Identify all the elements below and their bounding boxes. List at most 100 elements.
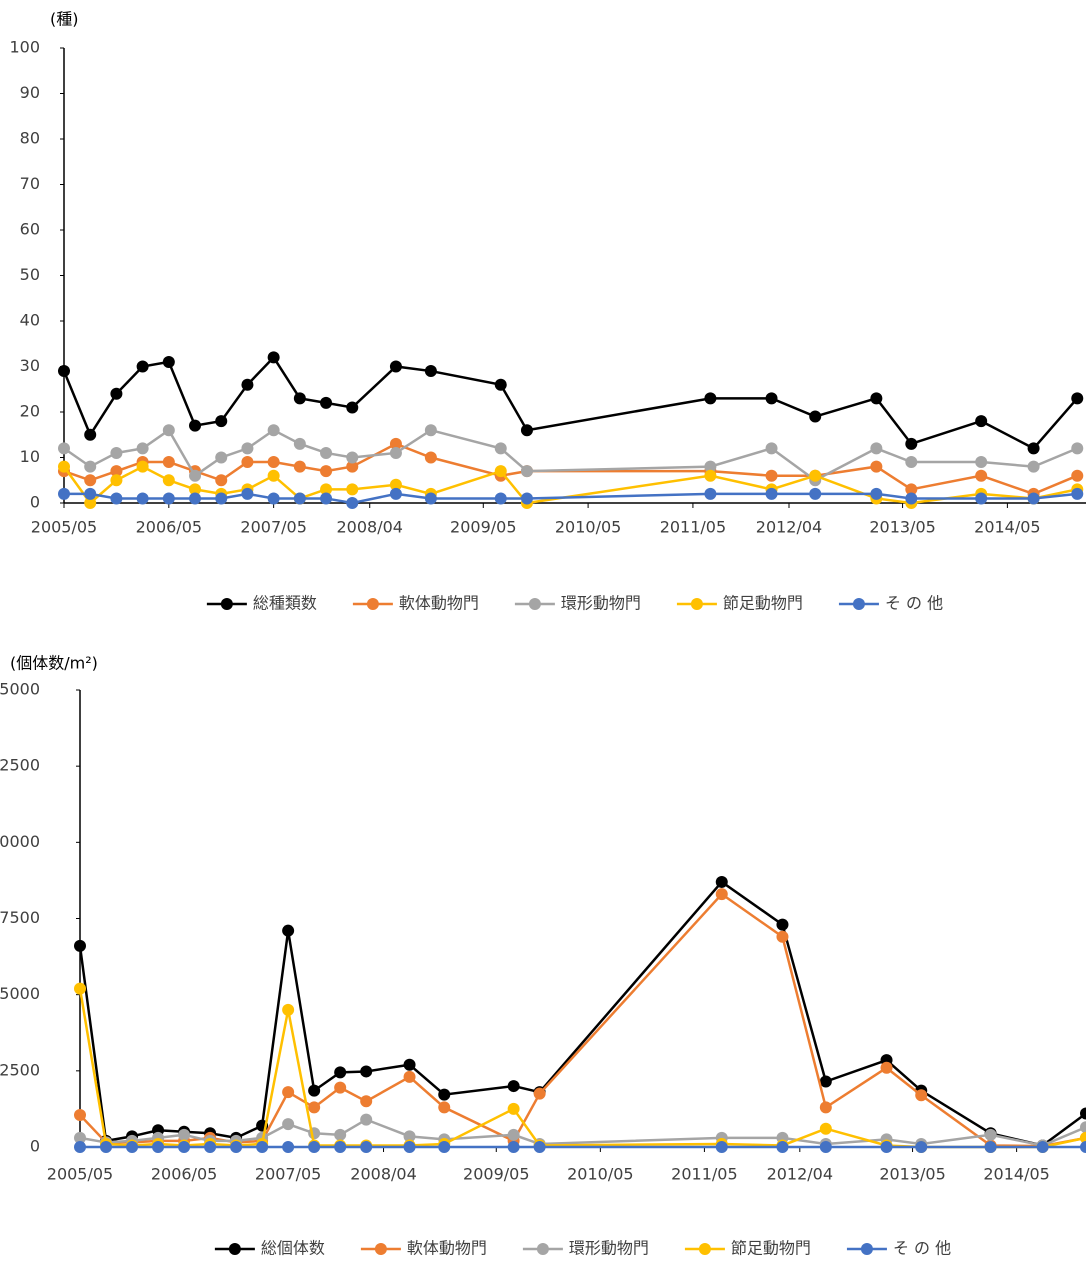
data-point: [533, 1087, 546, 1100]
data-point: [389, 360, 402, 373]
data-point: [110, 387, 123, 400]
x-tick-label: 2012/04: [756, 518, 822, 537]
data-point: [424, 424, 437, 437]
x-tick-label: 2012/04: [767, 1165, 833, 1184]
legend-label: 総種類数: [253, 594, 317, 613]
data-point: [267, 351, 280, 364]
legend-marker: [228, 1243, 241, 1255]
y-tick-label: 30: [20, 356, 40, 375]
data-point: [1080, 1107, 1086, 1120]
legend-label: 節足動物門: [723, 594, 803, 613]
data-point: [715, 888, 728, 901]
data-point: [520, 492, 533, 505]
y-axis-title: (個体数/m²): [10, 654, 98, 673]
data-point: [915, 1089, 928, 1102]
data-point: [507, 1102, 520, 1115]
data-point: [776, 930, 789, 943]
data-point: [293, 392, 306, 405]
data-point: [308, 1101, 321, 1114]
data-point: [389, 446, 402, 459]
data-point: [520, 424, 533, 437]
data-point: [360, 1095, 373, 1108]
data-point: [1080, 1141, 1086, 1153]
x-tick-label: 2009/05: [450, 518, 516, 537]
legend-label: そ の 他: [885, 594, 943, 613]
data-point: [162, 424, 175, 437]
y-tick-label: 10000: [0, 832, 40, 851]
data-point: [241, 378, 254, 391]
data-point: [905, 437, 918, 450]
data-point: [215, 415, 228, 428]
data-point: [334, 1066, 347, 1079]
data-point: [1071, 487, 1084, 500]
data-point: [1071, 442, 1084, 455]
data-point: [308, 1084, 321, 1097]
x-tick-label: 2006/05: [151, 1165, 217, 1184]
data-point: [403, 1070, 416, 1083]
data-point: [100, 1141, 113, 1153]
data-point: [241, 487, 254, 500]
data-point: [819, 1101, 832, 1114]
data-point: [389, 487, 402, 500]
data-point: [346, 451, 359, 464]
y-tick-label: 80: [20, 129, 40, 148]
data-point: [494, 442, 507, 455]
series-line: [62, 355, 1079, 450]
data-point: [765, 392, 778, 405]
data-point: [494, 378, 507, 391]
data-point: [507, 1128, 520, 1141]
x-tick-label: 2009/05: [463, 1165, 529, 1184]
data-point: [704, 460, 717, 473]
data-point: [282, 924, 295, 937]
data-point: [507, 1141, 520, 1153]
data-point: [241, 442, 254, 455]
data-point: [1071, 392, 1084, 405]
data-point: [984, 1128, 997, 1141]
x-tick-label: 2008/04: [350, 1165, 416, 1184]
data-point: [424, 492, 437, 505]
data-point: [870, 487, 883, 500]
data-point: [494, 465, 507, 478]
data-point: [809, 410, 822, 423]
data-point: [84, 497, 97, 509]
data-point: [438, 1101, 451, 1114]
data-point: [704, 487, 717, 500]
data-point: [819, 1075, 832, 1088]
data-point: [975, 456, 988, 469]
data-point: [320, 492, 333, 505]
data-point: [189, 419, 202, 432]
legend-marker: [220, 598, 233, 610]
x-tick-label: 2005/05: [31, 518, 97, 537]
data-point: [58, 487, 70, 500]
y-axis-title: (種): [50, 10, 79, 29]
data-point: [215, 474, 228, 487]
data-point: [84, 460, 97, 473]
data-point: [1027, 460, 1040, 473]
data-point: [136, 442, 149, 455]
data-point: [162, 456, 175, 469]
x-tick-label: 2007/05: [255, 1165, 321, 1184]
data-point: [1027, 492, 1040, 505]
data-point: [905, 483, 918, 496]
data-point: [126, 1141, 139, 1153]
data-point: [346, 483, 359, 496]
data-point: [74, 939, 86, 952]
legend-label: 総個体数: [261, 1239, 325, 1258]
data-point: [320, 396, 333, 409]
data-point: [494, 492, 507, 505]
data-point: [389, 437, 402, 450]
y-tick-label: 40: [20, 311, 40, 330]
data-point: [870, 460, 883, 473]
data-point: [282, 1086, 295, 1099]
data-point: [110, 492, 123, 505]
x-tick-label: 2010/05: [567, 1165, 633, 1184]
y-tick-label: 60: [20, 220, 40, 239]
data-point: [84, 474, 97, 487]
series-line: [78, 988, 1086, 1149]
data-point: [162, 355, 175, 368]
data-point: [84, 487, 97, 500]
legend-marker: [852, 598, 865, 610]
data-point: [346, 401, 359, 414]
data-point: [230, 1141, 243, 1153]
x-tick-label: 2014/05: [974, 518, 1040, 537]
